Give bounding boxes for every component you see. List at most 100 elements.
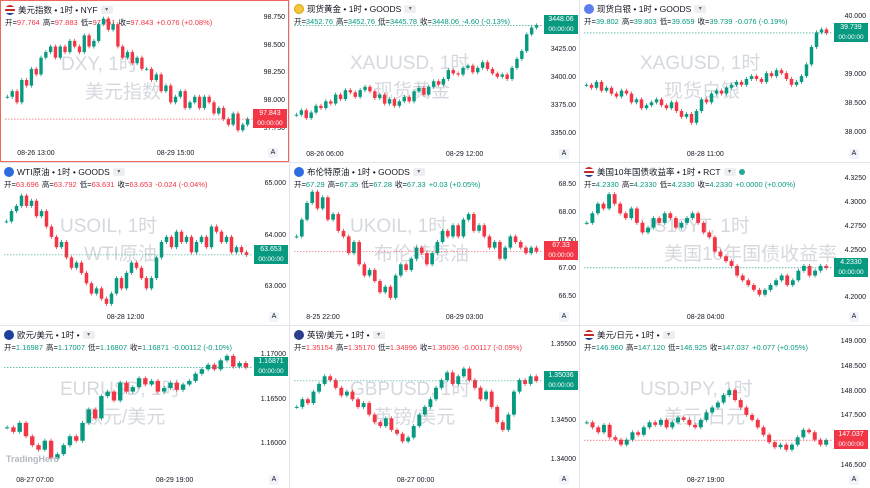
bar-countdown: 00:00:00 <box>834 267 868 277</box>
chevron-down-icon[interactable]: ▾ <box>412 168 425 176</box>
candle-body <box>324 101 328 109</box>
panel-header[interactable]: 美国10年国债收益率 • 1时 • RCT ▾ <box>584 165 745 179</box>
candle-body <box>451 225 455 237</box>
symbol-title[interactable]: 美元指数 • 1时 • NYF <box>18 5 98 15</box>
panel-divider[interactable] <box>289 0 290 488</box>
panel-header[interactable]: WTI原油 • 1时 • GOODS ▾ <box>4 165 125 179</box>
candle-body <box>241 124 245 131</box>
chevron-down-icon[interactable]: ▾ <box>372 331 385 339</box>
auto-scale-button[interactable]: A <box>268 148 278 158</box>
panel-header[interactable]: 布伦特原油 • 1时 • GOODS ▾ <box>294 165 425 179</box>
candlestick-plot[interactable] <box>580 326 869 488</box>
candle-body <box>795 437 800 445</box>
symbol-title[interactable]: 现货黄金 • 1时 • GOODS <box>307 4 402 14</box>
candle-body <box>333 380 338 388</box>
chart-panel-ukoil[interactable]: 布伦特原油 • 1时 • GOODS ▾ 开=67.29 高=67.35 低=67.2… <box>290 163 579 325</box>
candle-body <box>698 419 703 428</box>
candlestick-plot[interactable] <box>0 163 289 325</box>
chart-panel-xagusd[interactable]: 现货白银 • 1时 • GOODS ▾ 开=39.802 高=39.803 低=39.… <box>580 0 869 162</box>
auto-scale-button[interactable]: A <box>269 475 279 485</box>
auto-scale-button[interactable]: A <box>269 312 279 322</box>
auto-scale-button[interactable]: A <box>559 149 569 159</box>
candle-body <box>143 378 148 385</box>
chevron-down-icon[interactable]: ▾ <box>723 168 736 176</box>
panel-header[interactable]: 现货白银 • 1时 • GOODS ▾ <box>584 2 707 16</box>
symbol-title[interactable]: 英镑/美元 • 1时 • <box>307 330 370 340</box>
symbol-title[interactable]: 欧元/美元 • 1时 • <box>17 330 80 340</box>
candle-body <box>129 262 134 273</box>
panel-divider[interactable] <box>0 325 870 326</box>
candle-body <box>199 236 204 242</box>
chevron-down-icon[interactable]: ▾ <box>662 331 675 339</box>
auto-scale-button[interactable]: A <box>559 312 569 322</box>
candle-body <box>534 25 539 28</box>
ohlc-legend: 开=63.696 高=63.792 低=63.631 收=63.653 -0.024 (… <box>4 180 208 189</box>
chevron-down-icon[interactable]: ▾ <box>112 168 125 176</box>
panel-header[interactable]: 现货黄金 • 1时 • GOODS ▾ <box>294 2 417 16</box>
panel-header[interactable]: 美元指数 • 1时 • NYF ▾ <box>5 3 113 17</box>
candle-body <box>309 112 313 119</box>
candlestick-plot[interactable] <box>290 326 579 488</box>
candlestick-plot[interactable] <box>580 163 869 325</box>
symbol-title[interactable]: WTI原油 • 1时 • GOODS <box>17 167 110 177</box>
candle-body <box>299 219 304 237</box>
panel-header[interactable]: 美元/日元 • 1时 • ▾ <box>584 328 675 342</box>
candlestick-plot[interactable] <box>290 163 579 325</box>
last-price-tag: 1.35036 <box>544 370 578 381</box>
candlestick-plot[interactable] <box>580 0 869 162</box>
auto-scale-button[interactable]: A <box>849 149 859 159</box>
auto-scale-button[interactable]: A <box>559 475 569 485</box>
y-axis-tick: 148.500 <box>840 362 866 370</box>
candle-body <box>707 232 712 238</box>
candle-body <box>584 422 589 424</box>
panel-header[interactable]: 英镑/美元 • 1时 • ▾ <box>294 328 385 342</box>
candle-body <box>92 40 96 47</box>
candlestick-plot[interactable] <box>1 1 289 162</box>
chart-panel-usdjpy[interactable]: 美元/日元 • 1时 • ▾ 开=146.960 高=147.120 低=146.92… <box>580 326 869 488</box>
panel-header[interactable]: 欧元/美元 • 1时 • ▾ <box>4 328 95 342</box>
y-axis-tick: 3375.00 <box>550 101 576 109</box>
symbol-title[interactable]: 美国10年国债收益率 • 1时 • RCT <box>597 167 721 177</box>
symbol-title[interactable]: 现货白银 • 1时 • GOODS <box>597 4 692 14</box>
y-axis-tick: 98.000 <box>263 97 285 105</box>
candle-body <box>329 101 333 104</box>
close-value: 39.739 <box>709 17 733 26</box>
candle-body <box>187 380 192 385</box>
candle-body <box>373 91 377 98</box>
candle-body <box>614 93 619 97</box>
chevron-down-icon[interactable]: ▾ <box>82 331 95 339</box>
symbol-flag-icon <box>584 330 594 340</box>
symbol-title[interactable]: 布伦特原油 • 1时 • GOODS <box>307 167 410 177</box>
candle-body <box>86 409 92 423</box>
candlestick-plot[interactable] <box>290 0 579 162</box>
chevron-down-icon[interactable]: ▾ <box>100 6 113 14</box>
candle-body <box>461 368 466 377</box>
candle-body <box>130 52 134 64</box>
candle-body <box>300 399 305 407</box>
candle-body <box>42 440 48 450</box>
candle-body <box>387 99 392 104</box>
candle-body <box>727 390 732 396</box>
change-value: -0.00112 (-0.10%) <box>172 343 232 352</box>
chart-panel-xauusd[interactable]: 现货黄金 • 1时 • GOODS ▾ 开=3452.76 高=3452.76 低=3… <box>290 0 579 162</box>
candle-body <box>751 285 756 290</box>
candle-body <box>461 219 466 237</box>
chevron-down-icon[interactable]: ▾ <box>404 5 417 13</box>
auto-scale-button[interactable]: A <box>849 312 859 322</box>
chart-panel-gbpusd[interactable]: 英镑/美元 • 1时 • ▾ 开=1.35154 高=1.35170 低=1.3499… <box>290 326 579 488</box>
panel-divider[interactable] <box>0 162 870 163</box>
symbol-title[interactable]: 美元/日元 • 1时 • <box>597 330 660 340</box>
chart-panel-us10y[interactable]: 美国10年国债收益率 • 1时 • RCT ▾ 开=4.2330 高=4.2330 低… <box>580 163 869 325</box>
chart-panel-dxy[interactable]: 美元指数 • 1时 • NYF ▾开=97.764高=97.883低=97.75… <box>0 0 289 162</box>
chevron-down-icon[interactable]: ▾ <box>694 5 707 13</box>
last-price-tag: 147.037 <box>834 430 868 441</box>
candle-body <box>584 222 589 224</box>
candle-body <box>759 79 764 82</box>
chart-panel-usoil[interactable]: WTI原油 • 1时 • GOODS ▾ 开=63.696 高=63.792 低=63… <box>0 163 289 325</box>
y-axis-tick: 68.50 <box>558 181 576 189</box>
candlestick-plot[interactable] <box>0 326 289 488</box>
candle-body <box>393 275 398 298</box>
auto-scale-button[interactable]: A <box>849 475 859 485</box>
panel-divider[interactable] <box>579 0 580 488</box>
candle-body <box>10 91 14 97</box>
